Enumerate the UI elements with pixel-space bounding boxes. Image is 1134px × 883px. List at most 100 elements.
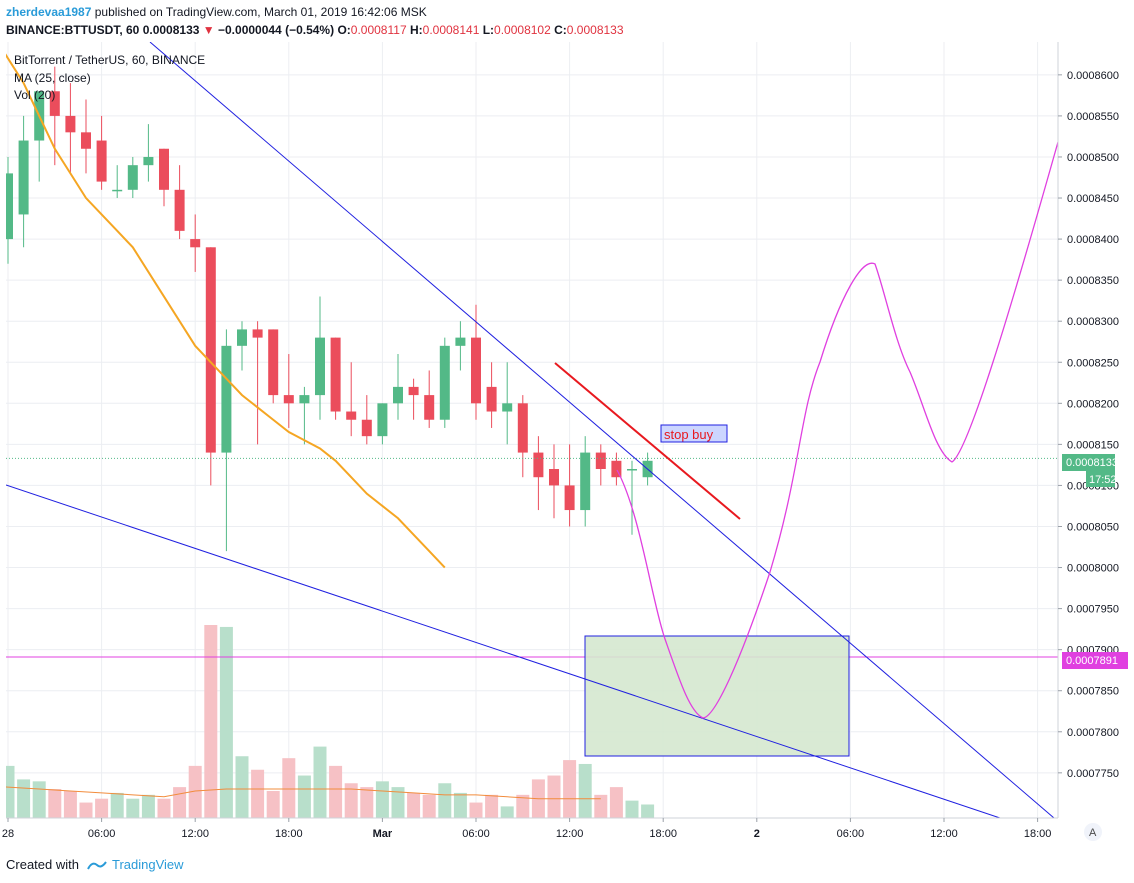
created-with-label: Created with [6,857,79,872]
time-tick-label: 28 [2,828,14,840]
candle[interactable] [127,165,138,190]
candle[interactable] [283,395,294,404]
open-value: 0.0008117 [350,23,407,37]
candle[interactable] [439,345,450,420]
candle[interactable] [393,386,403,404]
volume-bar [578,763,592,818]
candle[interactable] [315,337,325,396]
drawings[interactable] [6,42,1058,818]
chart-canvas[interactable]: 0.0008600 0.0008550 0.0008500 0.0008450 0.00… [0,42,1134,851]
candle[interactable] [49,91,60,116]
candle[interactable] [533,452,544,478]
auto-scale-button[interactable]: A [1084,823,1102,841]
volume-bar [95,798,109,818]
candle[interactable] [96,140,107,182]
candle[interactable] [268,329,279,396]
stop-buy-line[interactable] [554,362,741,520]
lower-trendline[interactable] [6,484,1001,818]
candle[interactable] [564,485,575,511]
candle[interactable] [455,337,466,346]
close-value: 0.0008133 [566,23,624,37]
chart-frame[interactable]: 0.0008600 0.0008550 0.0008500 0.0008450 0.00… [0,42,1134,851]
price-tick-label: 0.0008350 [1067,275,1119,287]
price-tick-label: 0.0007950 [1067,604,1119,616]
volume-bar [407,792,421,818]
candle[interactable] [330,337,341,412]
candle[interactable] [346,411,357,420]
candle[interactable] [424,395,435,420]
candle[interactable] [595,452,606,470]
time-tick-label: 06:00 [462,828,490,840]
candle[interactable] [3,173,13,240]
candle[interactable] [174,189,185,231]
candle[interactable] [408,386,419,396]
volume-bar [485,794,499,818]
candle[interactable] [611,460,622,478]
publish-info: zherdevaa1987 published on TradingView.c… [6,4,427,20]
down-arrow-icon: ▼ [202,23,215,37]
volume-bar [360,787,374,818]
volume-bar [266,790,280,818]
volume-bar [547,775,561,818]
volume-bar [344,783,358,818]
candle[interactable] [221,345,232,453]
stop-buy-box [660,424,728,443]
price-tick-label: 0.0008450 [1067,193,1119,205]
candle[interactable] [18,140,29,215]
volume-bar [313,746,327,818]
price-axis[interactable]: 0.0008600 0.0008550 0.0008500 0.0008450 0.00… [1057,42,1119,818]
volume-bar [204,625,218,818]
candle[interactable] [205,247,216,453]
volume-bar [141,794,155,818]
candle[interactable] [159,148,169,190]
candle[interactable] [377,403,388,437]
time-tick-label: 12:00 [181,828,209,840]
candle[interactable] [81,132,91,149]
symbol: BINANCE:BTTUSDT, 60 [6,23,140,37]
price-tick-label: 0.0008150 [1067,439,1119,451]
legend-vol: Vol (20) [14,88,55,102]
auto-scale-text: A [1089,827,1097,839]
ma-line [6,53,446,569]
candle[interactable] [143,156,154,166]
volume-bar [126,798,140,818]
projection-path[interactable] [616,141,1058,719]
volume-bar [63,790,77,818]
volume-bar [173,787,187,818]
price-tick-label: 0.0007750 [1067,768,1119,780]
candle-series[interactable] [0,42,653,569]
candle[interactable] [112,189,123,192]
time-tick-label: 18:00 [275,828,303,840]
candle[interactable] [299,395,310,404]
candle[interactable] [486,386,497,412]
volume-bar [110,792,124,818]
candle[interactable] [580,452,591,511]
volume-bar [438,783,452,818]
grid [6,42,1058,818]
candle[interactable] [471,337,481,404]
volume-bar [375,781,389,818]
stop-buy-label[interactable]: stop buy [660,424,728,443]
author-name[interactable]: zherdevaa1987 [6,5,92,19]
countdown-tag [1086,471,1115,487]
volume-bar [453,792,467,818]
candle[interactable] [502,403,513,412]
candle[interactable] [252,329,263,338]
time-axis[interactable]: 28 06:00 12:00 18:00 Mar 06:00 12:00 18:00 2 06:0… [2,817,1058,840]
candle[interactable] [65,115,76,133]
candle[interactable] [549,469,559,486]
candle[interactable] [361,419,372,437]
candle[interactable] [237,329,247,346]
volume-bar [594,794,608,818]
volume-bar [48,789,62,818]
high-label: H: [409,23,423,37]
candle[interactable] [627,469,637,471]
stop-buy-text: stop buy [664,427,714,442]
candle[interactable] [190,239,201,248]
target-zone-box[interactable] [584,635,850,757]
candle[interactable] [517,403,528,453]
auto-scale-circle [1084,823,1102,841]
tradingview-link[interactable]: TradingView [112,857,184,872]
time-tick-label: Mar [373,828,393,840]
upper-trendline[interactable] [149,42,1055,818]
